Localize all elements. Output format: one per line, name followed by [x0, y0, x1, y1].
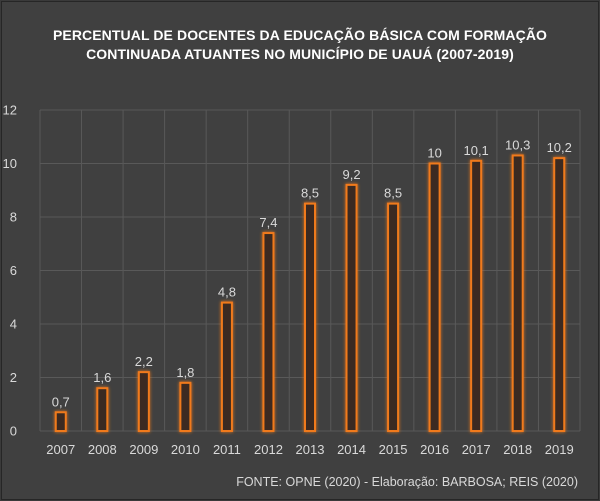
data-label-2015: 8,5 [384, 186, 402, 201]
data-label-2013: 8,5 [301, 186, 319, 201]
data-label-2007: 0,7 [52, 394, 70, 409]
y-axis-ticks: 0 2 4 6 8 10 12 [3, 103, 17, 439]
data-label-2008: 1,6 [93, 370, 111, 385]
y-tick-label: 4 [10, 317, 17, 332]
data-label-2019: 10,2 [547, 140, 572, 155]
x-tick-label-2017: 2017 [462, 442, 491, 457]
chart-title-line-2: CONTINUADA ATUANTES NO MUNICÍPIO DE UAUÁ… [86, 46, 514, 62]
x-tick-label-2009: 2009 [129, 442, 158, 457]
x-tick-label-2010: 2010 [171, 442, 200, 457]
y-tick-label: 6 [10, 263, 17, 278]
x-tick-label-2019: 2019 [545, 442, 574, 457]
x-tick-label-2018: 2018 [503, 442, 532, 457]
bar-2017 [470, 159, 483, 432]
y-tick-label: 2 [10, 370, 17, 385]
x-tick-label-2014: 2014 [337, 442, 366, 457]
data-label-2017: 10,1 [463, 143, 488, 158]
x-tick-label-2007: 2007 [46, 442, 75, 457]
y-tick-label: 12 [3, 103, 17, 118]
bar-2009 [137, 371, 150, 432]
data-label-2016: 10 [427, 146, 441, 161]
bar-2013 [304, 202, 316, 432]
y-tick-label: 10 [3, 156, 17, 171]
bar-2015 [387, 202, 400, 432]
data-label-2018: 10,3 [505, 137, 530, 152]
x-tick-label-2008: 2008 [88, 442, 117, 457]
bar-2014 [345, 183, 358, 432]
data-label-2014: 9,2 [342, 167, 360, 182]
x-axis-ticks: 2007 2008 2009 2010 2011 2012 2013 2014 2015 2016… [46, 442, 573, 457]
chart-title-line-1: PERCENTUAL DE DOCENTES DA EDUCAÇÃO BÁSIC… [52, 27, 548, 43]
y-tick-label: 0 [10, 424, 17, 439]
bar-2018 [511, 154, 524, 432]
bar-2010 [179, 381, 192, 433]
bar-2008 [96, 387, 109, 433]
bar-2012 [262, 232, 275, 432]
x-tick-label-2016: 2016 [420, 442, 449, 457]
bars [54, 154, 566, 433]
bar-2007 [54, 411, 67, 432]
x-tick-label-2011: 2011 [213, 442, 241, 457]
x-tick-label-2015: 2015 [379, 442, 408, 457]
bar-2016 [428, 162, 441, 432]
x-tick-label-2012: 2012 [254, 442, 283, 457]
y-tick-label: 8 [10, 210, 17, 225]
bar-2011 [220, 301, 233, 432]
data-label-2009: 2,2 [135, 354, 153, 369]
chart-title: PERCENTUAL DE DOCENTES DA EDUCAÇÃO BÁSIC… [0, 26, 600, 64]
data-labels: 0,7 1,6 2,2 1,8 4,8 7,4 8,5 9,2 8,5 10 10,1 10,3 10,… [52, 137, 572, 409]
data-label-2012: 7,4 [259, 215, 277, 230]
bar-2019 [553, 157, 566, 432]
data-label-2010: 1,8 [176, 365, 194, 380]
x-tick-label-2013: 2013 [296, 442, 325, 457]
source-note: FONTE: OPNE (2020) - Elaboração: BARBOSA… [236, 475, 578, 489]
data-label-2011: 4,8 [218, 285, 236, 300]
